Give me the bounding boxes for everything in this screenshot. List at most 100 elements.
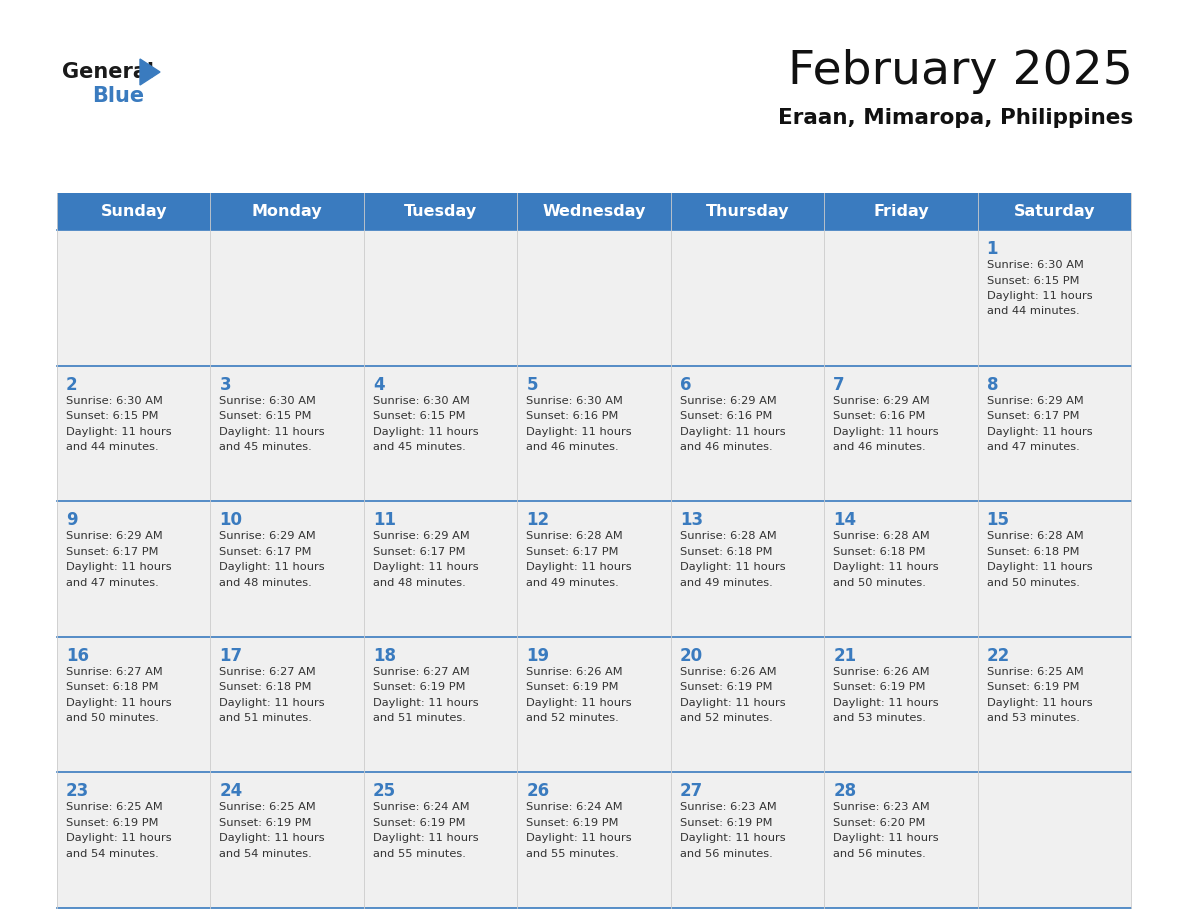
Text: Blue: Blue bbox=[91, 86, 144, 106]
Text: 3: 3 bbox=[220, 375, 230, 394]
Text: and 48 minutes.: and 48 minutes. bbox=[220, 577, 312, 588]
Polygon shape bbox=[140, 59, 160, 85]
Text: and 47 minutes.: and 47 minutes. bbox=[986, 442, 1080, 452]
Text: General: General bbox=[62, 62, 154, 82]
Text: Daylight: 11 hours: Daylight: 11 hours bbox=[833, 834, 939, 844]
Text: Sunrise: 6:30 AM: Sunrise: 6:30 AM bbox=[526, 396, 624, 406]
Text: 16: 16 bbox=[67, 647, 89, 665]
Text: Sunrise: 6:24 AM: Sunrise: 6:24 AM bbox=[373, 802, 469, 812]
Text: Sunset: 6:18 PM: Sunset: 6:18 PM bbox=[680, 547, 772, 556]
Text: Daylight: 11 hours: Daylight: 11 hours bbox=[526, 562, 632, 572]
Bar bbox=[517, 637, 671, 772]
Bar bbox=[978, 637, 1131, 772]
Text: Saturday: Saturday bbox=[1013, 204, 1095, 219]
Bar bbox=[210, 230, 364, 365]
Text: 24: 24 bbox=[220, 782, 242, 800]
Text: Sunset: 6:20 PM: Sunset: 6:20 PM bbox=[833, 818, 925, 828]
Bar bbox=[210, 501, 364, 637]
Text: 1: 1 bbox=[986, 240, 998, 258]
Text: and 55 minutes.: and 55 minutes. bbox=[526, 849, 619, 859]
Text: 11: 11 bbox=[373, 511, 396, 529]
Text: 5: 5 bbox=[526, 375, 538, 394]
Text: Daylight: 11 hours: Daylight: 11 hours bbox=[67, 698, 171, 708]
Bar bbox=[978, 501, 1131, 637]
Text: and 46 minutes.: and 46 minutes. bbox=[833, 442, 925, 452]
Text: 14: 14 bbox=[833, 511, 857, 529]
Bar bbox=[824, 637, 978, 772]
Text: Sunset: 6:19 PM: Sunset: 6:19 PM bbox=[373, 682, 466, 692]
Text: Sunrise: 6:27 AM: Sunrise: 6:27 AM bbox=[220, 666, 316, 677]
Text: Sunrise: 6:25 AM: Sunrise: 6:25 AM bbox=[986, 666, 1083, 677]
Bar bbox=[978, 365, 1131, 501]
Text: 19: 19 bbox=[526, 647, 549, 665]
Text: Sunset: 6:18 PM: Sunset: 6:18 PM bbox=[220, 682, 312, 692]
Text: Daylight: 11 hours: Daylight: 11 hours bbox=[833, 698, 939, 708]
Text: 6: 6 bbox=[680, 375, 691, 394]
Bar bbox=[517, 772, 671, 908]
Text: and 55 minutes.: and 55 minutes. bbox=[373, 849, 466, 859]
Text: 23: 23 bbox=[67, 782, 89, 800]
Text: and 53 minutes.: and 53 minutes. bbox=[833, 713, 925, 723]
Text: Daylight: 11 hours: Daylight: 11 hours bbox=[373, 562, 479, 572]
Text: Sunrise: 6:30 AM: Sunrise: 6:30 AM bbox=[373, 396, 469, 406]
Text: and 54 minutes.: and 54 minutes. bbox=[220, 849, 312, 859]
Text: and 56 minutes.: and 56 minutes. bbox=[680, 849, 772, 859]
Text: Sunset: 6:18 PM: Sunset: 6:18 PM bbox=[67, 682, 158, 692]
Text: Sunset: 6:15 PM: Sunset: 6:15 PM bbox=[220, 411, 312, 421]
Text: Sunrise: 6:26 AM: Sunrise: 6:26 AM bbox=[526, 666, 623, 677]
Text: Sunrise: 6:29 AM: Sunrise: 6:29 AM bbox=[986, 396, 1083, 406]
Text: Sunrise: 6:28 AM: Sunrise: 6:28 AM bbox=[986, 532, 1083, 542]
Bar bbox=[671, 501, 824, 637]
Text: Daylight: 11 hours: Daylight: 11 hours bbox=[373, 427, 479, 437]
Text: and 47 minutes.: and 47 minutes. bbox=[67, 577, 159, 588]
Text: Daylight: 11 hours: Daylight: 11 hours bbox=[526, 427, 632, 437]
Text: and 50 minutes.: and 50 minutes. bbox=[986, 577, 1080, 588]
Text: Sunrise: 6:29 AM: Sunrise: 6:29 AM bbox=[833, 396, 930, 406]
Text: 13: 13 bbox=[680, 511, 703, 529]
Text: Sunrise: 6:29 AM: Sunrise: 6:29 AM bbox=[680, 396, 777, 406]
Text: 2: 2 bbox=[67, 375, 77, 394]
Text: Wednesday: Wednesday bbox=[542, 204, 646, 219]
Text: Daylight: 11 hours: Daylight: 11 hours bbox=[373, 698, 479, 708]
Text: Sunrise: 6:29 AM: Sunrise: 6:29 AM bbox=[373, 532, 469, 542]
Text: Thursday: Thursday bbox=[706, 204, 789, 219]
Text: Sunrise: 6:30 AM: Sunrise: 6:30 AM bbox=[67, 396, 163, 406]
Text: Sunset: 6:16 PM: Sunset: 6:16 PM bbox=[680, 411, 772, 421]
Text: and 44 minutes.: and 44 minutes. bbox=[986, 307, 1079, 317]
Text: Daylight: 11 hours: Daylight: 11 hours bbox=[526, 834, 632, 844]
Text: Daylight: 11 hours: Daylight: 11 hours bbox=[986, 562, 1092, 572]
Text: Daylight: 11 hours: Daylight: 11 hours bbox=[833, 427, 939, 437]
Text: and 45 minutes.: and 45 minutes. bbox=[373, 442, 466, 452]
Text: 12: 12 bbox=[526, 511, 549, 529]
Text: and 46 minutes.: and 46 minutes. bbox=[680, 442, 772, 452]
Bar bbox=[57, 193, 1131, 230]
Text: Daylight: 11 hours: Daylight: 11 hours bbox=[986, 427, 1092, 437]
Text: 7: 7 bbox=[833, 375, 845, 394]
Text: and 49 minutes.: and 49 minutes. bbox=[526, 577, 619, 588]
Text: Daylight: 11 hours: Daylight: 11 hours bbox=[220, 427, 326, 437]
Text: Sunrise: 6:29 AM: Sunrise: 6:29 AM bbox=[220, 532, 316, 542]
Text: Sunrise: 6:28 AM: Sunrise: 6:28 AM bbox=[833, 532, 930, 542]
Text: Sunset: 6:19 PM: Sunset: 6:19 PM bbox=[680, 818, 772, 828]
Bar bbox=[824, 772, 978, 908]
Text: 21: 21 bbox=[833, 647, 857, 665]
Text: Tuesday: Tuesday bbox=[404, 204, 478, 219]
Bar bbox=[57, 365, 210, 501]
Text: Sunset: 6:18 PM: Sunset: 6:18 PM bbox=[986, 547, 1079, 556]
Bar bbox=[57, 230, 210, 365]
Text: Sunset: 6:15 PM: Sunset: 6:15 PM bbox=[986, 275, 1079, 285]
Text: 28: 28 bbox=[833, 782, 857, 800]
Text: 27: 27 bbox=[680, 782, 703, 800]
Bar bbox=[824, 501, 978, 637]
Text: Sunrise: 6:29 AM: Sunrise: 6:29 AM bbox=[67, 532, 163, 542]
Bar bbox=[517, 230, 671, 365]
Text: 18: 18 bbox=[373, 647, 396, 665]
Text: and 49 minutes.: and 49 minutes. bbox=[680, 577, 772, 588]
Text: Daylight: 11 hours: Daylight: 11 hours bbox=[220, 698, 326, 708]
Bar bbox=[824, 230, 978, 365]
Text: Sunset: 6:17 PM: Sunset: 6:17 PM bbox=[220, 547, 312, 556]
Text: Sunset: 6:17 PM: Sunset: 6:17 PM bbox=[526, 547, 619, 556]
Text: and 51 minutes.: and 51 minutes. bbox=[373, 713, 466, 723]
Text: Daylight: 11 hours: Daylight: 11 hours bbox=[526, 698, 632, 708]
Text: and 44 minutes.: and 44 minutes. bbox=[67, 442, 159, 452]
